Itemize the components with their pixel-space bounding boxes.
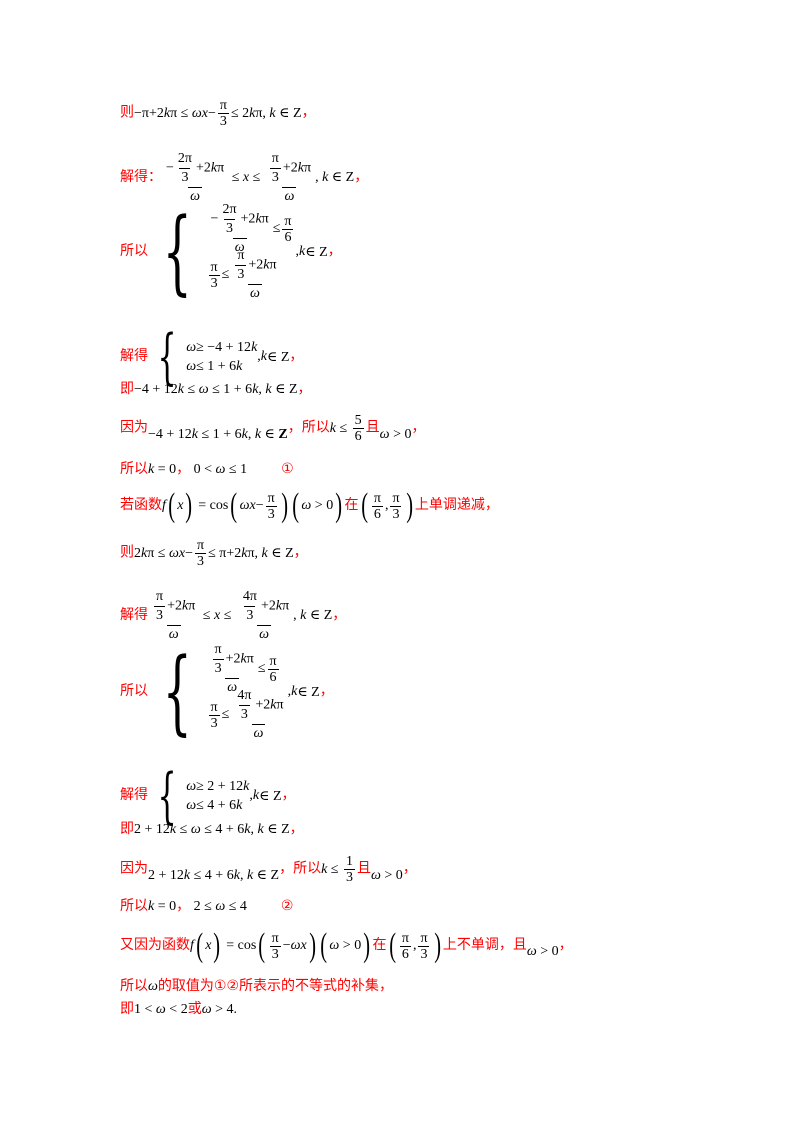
math-16a: f(x) = cos(π 3 −ωx)(ω > 0) <box>190 927 371 964</box>
math-9: 2kπ ≤ ωx− π 3 ≤ π+2kπ, k ∈ Z <box>134 538 294 569</box>
math-8a: f(x) = cos(ωx− π 3)(ω > 0) <box>162 487 343 524</box>
line-8: 若函数f(x) = cos(ωx− π 3)(ω > 0) 在(π 6, π 3) 上单调递减… <box>120 487 499 524</box>
text-suoyi-4: 所以 <box>120 898 148 914</box>
math-17: ω <box>148 979 158 994</box>
text-conclusion: 的取值为①②所表示的不等式的补集， <box>157 978 393 994</box>
text-ji-3: 即 <box>120 1001 134 1017</box>
text-youyinwei: 又因为函数 <box>120 937 190 954</box>
math-18b: ω > 4 <box>201 1002 234 1017</box>
math-16b: (π 6, π 3) <box>388 927 441 964</box>
line-13: 即2 + 12k ≤ ω ≤ 4 + 6k, k ∈ Z， <box>120 821 304 837</box>
text-ze-2: 则 <box>120 544 134 561</box>
text-suoyi: 所以 <box>120 243 148 260</box>
math-10: π 3 +2kπ ω ≤ x ≤ 4π 3 +2kπ ω, k ∈ Z <box>154 589 333 642</box>
math-13: 2 + 12k ≤ ω ≤ 4 + 6k, k ∈ Z <box>134 822 290 837</box>
line-17: 所以ω的取值为①②所表示的不等式的补集， <box>120 975 393 995</box>
math-14a: 2 + 12k ≤ 4 + 6k, k ∈ Z <box>148 867 280 883</box>
line-1: 则−π+2kπ ≤ ωx− π 3 ≤ 2kπ, k ∈ Z， <box>120 98 316 129</box>
text-ji-2: 即 <box>120 821 134 837</box>
line-16: 又因为函数f(x) = cos(π 3 −ωx)(ω > 0) 在(π 6, π 3) 上不单… <box>120 927 573 964</box>
line-5: 即−4 + 12k ≤ ω ≤ 1 + 6k, k ∈ Z， <box>120 381 312 397</box>
math-2: −2π 3 +2kπ ω ≤ x ≤ π 3 +2kπ ω, k ∈ Z <box>166 151 355 204</box>
text-jiede: 解得： <box>120 169 162 186</box>
math-11: {π 3 +2kπ ω ≤ π 6 π 3 ≤4π 3 +2kπ ω, k ∈ Z <box>162 638 320 745</box>
math-15: k = 0 <box>148 899 177 914</box>
math-5: −4 + 12k ≤ ω ≤ 1 + 6k, k ∈ Z <box>134 382 298 397</box>
text-suoyi-2: 所以 <box>120 461 148 477</box>
text-jiede-2: 解得 <box>120 348 148 365</box>
math-14c: ω > 0 <box>370 867 403 883</box>
text-ruohanshu: 若函数 <box>120 497 162 514</box>
text-suoyi-3: 所以 <box>120 683 148 700</box>
line-3: 所以{−2π 3 +2kπ ω ≤ π 6 π 3 ≤ π 3 +2kπ ω, k ∈ Z， <box>120 198 342 305</box>
math-6c: ω > 0 <box>379 426 412 442</box>
math-7: k = 0 <box>148 462 177 477</box>
mark-1: ① <box>281 461 294 477</box>
math-3: {−2π 3 +2kπ ω ≤ π 6 π 3 ≤ π 3 +2kπ ω, k ∈ Z <box>162 198 328 305</box>
line-14: 因为2 + 12k ≤ 4 + 6k, k ∈ Z，所以k ≤ 1 3 且ω > 0… <box>120 854 417 885</box>
text-yinwei: 因为 <box>120 419 148 436</box>
math-16c: ω > 0 <box>526 944 559 960</box>
line-6: 因为−4 + 12k ≤ 1 + 6k, k ∈ Z，所以k ≤ 5 6 且ω > … <box>120 413 426 444</box>
text-jiede-4: 解得 <box>120 787 148 804</box>
math-6a: −4 + 12k ≤ 1 + 6k, k ∈ Z <box>148 426 288 442</box>
line-2: 解得： −2π 3 +2kπ ω ≤ x ≤ π 3 +2kπ ω, k ∈ Z， <box>120 151 369 204</box>
text-jiede-3: 解得 <box>120 607 148 624</box>
line-18: 即1 < ω < 2或ω > 4. <box>120 1001 237 1017</box>
line-11: 所以{π 3 +2kπ ω ≤ π 6 π 3 ≤4π 3 +2kπ ω, k ∈ Z， <box>120 638 334 745</box>
math-8b: (π 6, π 3) <box>360 487 413 524</box>
line-10: 解得 π 3 +2kπ ω ≤ x ≤ 4π 3 +2kπ ω, k ∈ Z， <box>120 589 347 642</box>
math-18a: 1 < ω < 2 <box>134 1002 188 1017</box>
text-ji: 即 <box>120 381 134 397</box>
line-9: 则2kπ ≤ ωx− π 3 ≤ π+2kπ, k ∈ Z， <box>120 538 308 569</box>
text-ze: 则 <box>120 104 134 121</box>
text-yinwei-2: 因为 <box>120 860 148 877</box>
mark-2: ② <box>280 898 294 914</box>
math-1: −π+2kπ ≤ ωx− π 3 ≤ 2kπ, k ∈ Z <box>134 98 302 129</box>
text-suoyi-5: 所以 <box>120 978 148 994</box>
